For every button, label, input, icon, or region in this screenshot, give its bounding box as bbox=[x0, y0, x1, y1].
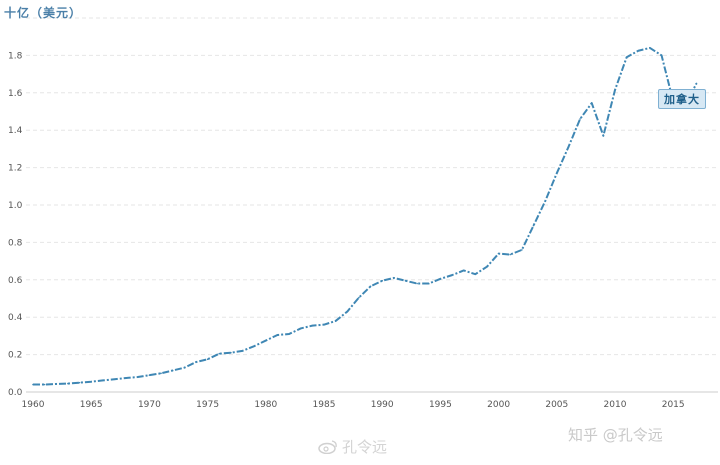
y-axis-unit-label: 十亿（美元） bbox=[4, 6, 83, 20]
data-point bbox=[462, 269, 465, 272]
x-tick-label: 1970 bbox=[138, 400, 161, 410]
y-tick-label: 1.6 bbox=[8, 89, 23, 99]
x-tick-label: 1995 bbox=[429, 400, 452, 410]
zhihu-watermark: 知乎 @孔令远 bbox=[568, 426, 663, 444]
data-point bbox=[614, 89, 616, 91]
data-point bbox=[218, 352, 221, 355]
data-point bbox=[288, 333, 290, 335]
weibo-icon bbox=[318, 440, 337, 454]
data-point bbox=[474, 273, 477, 275]
data-point bbox=[55, 383, 58, 385]
x-tick-label: 1965 bbox=[80, 400, 103, 410]
data-point bbox=[625, 56, 628, 59]
y-tick-label: 0.2 bbox=[8, 351, 22, 361]
x-axis-ticks: 1960 1965 1970 1975 1980 1985 1990 1995 2000 2005… bbox=[22, 400, 685, 410]
data-point bbox=[579, 118, 581, 120]
series-layer bbox=[32, 46, 698, 386]
data-point bbox=[556, 172, 558, 175]
data-point bbox=[102, 379, 104, 382]
data-point bbox=[43, 383, 46, 386]
data-point bbox=[346, 310, 349, 313]
data-point bbox=[206, 358, 209, 361]
data-point bbox=[67, 382, 69, 385]
data-point bbox=[427, 282, 430, 285]
y-tick-label: 1.0 bbox=[8, 201, 23, 211]
data-point bbox=[136, 376, 139, 378]
data-point bbox=[241, 350, 244, 352]
y-tick-label: 0.6 bbox=[8, 276, 23, 286]
y-tick-label: 0.0 bbox=[8, 388, 23, 398]
data-point bbox=[544, 200, 546, 203]
data-point bbox=[195, 361, 197, 363]
data-point bbox=[334, 320, 337, 322]
data-point bbox=[590, 102, 593, 104]
x-tick-label: 2015 bbox=[662, 400, 685, 410]
x-tick-label: 1990 bbox=[371, 400, 394, 410]
x-tick-label: 2010 bbox=[604, 400, 627, 410]
data-point bbox=[311, 324, 314, 327]
data-point bbox=[439, 278, 442, 280]
y-tick-label: 1.2 bbox=[8, 164, 22, 174]
x-tick-label: 1985 bbox=[313, 400, 336, 410]
data-point bbox=[637, 49, 640, 52]
data-point bbox=[602, 135, 605, 137]
y-tick-label: 1.4 bbox=[8, 126, 23, 136]
x-tick-label: 2000 bbox=[487, 400, 510, 410]
data-point bbox=[404, 279, 407, 282]
data-point bbox=[393, 277, 395, 279]
data-point bbox=[125, 377, 127, 379]
data-point bbox=[113, 378, 116, 381]
gridlines bbox=[26, 17, 718, 356]
data-point bbox=[253, 345, 255, 347]
data-point bbox=[78, 381, 81, 384]
weibo-watermark-text: 孔令远 bbox=[342, 438, 388, 456]
data-point bbox=[451, 274, 453, 276]
data-point bbox=[486, 265, 488, 268]
data-point bbox=[183, 366, 186, 369]
data-point bbox=[497, 252, 500, 255]
y-tick-label: 1.8 bbox=[8, 51, 23, 61]
data-point bbox=[509, 253, 512, 256]
data-point bbox=[265, 339, 267, 342]
y-tick-label: 0.4 bbox=[8, 313, 23, 323]
data-point bbox=[230, 351, 232, 354]
x-tick-label: 1980 bbox=[254, 400, 277, 410]
data-point bbox=[276, 334, 279, 336]
x-tick-label: 1975 bbox=[196, 400, 219, 410]
series-label-canada[interactable]: 加拿大 bbox=[658, 89, 706, 109]
data-point bbox=[521, 249, 523, 251]
data-point bbox=[323, 323, 325, 326]
data-point bbox=[649, 47, 651, 49]
data-point bbox=[358, 296, 360, 299]
data-point bbox=[171, 369, 174, 372]
x-tick-label: 1960 bbox=[22, 400, 45, 410]
data-point bbox=[567, 146, 570, 148]
weibo-watermark: 孔令远 bbox=[318, 436, 387, 457]
data-point bbox=[148, 374, 151, 376]
data-point bbox=[90, 380, 92, 383]
data-point bbox=[532, 224, 535, 227]
y-tick-label: 0.8 bbox=[8, 238, 23, 248]
data-point bbox=[416, 282, 418, 285]
series-line bbox=[33, 46, 675, 386]
data-point bbox=[660, 54, 663, 57]
data-point bbox=[299, 327, 302, 330]
x-tick-label: 2005 bbox=[545, 400, 568, 410]
data-point bbox=[381, 279, 384, 282]
data-point bbox=[160, 372, 162, 375]
data-point bbox=[369, 285, 372, 288]
data-point bbox=[695, 82, 698, 85]
y-axis-ticks: 0.0 0.2 0.4 0.6 0.8 1.0 1.2 1.4 1.6 1.8 bbox=[8, 51, 23, 398]
data-point bbox=[32, 383, 34, 386]
